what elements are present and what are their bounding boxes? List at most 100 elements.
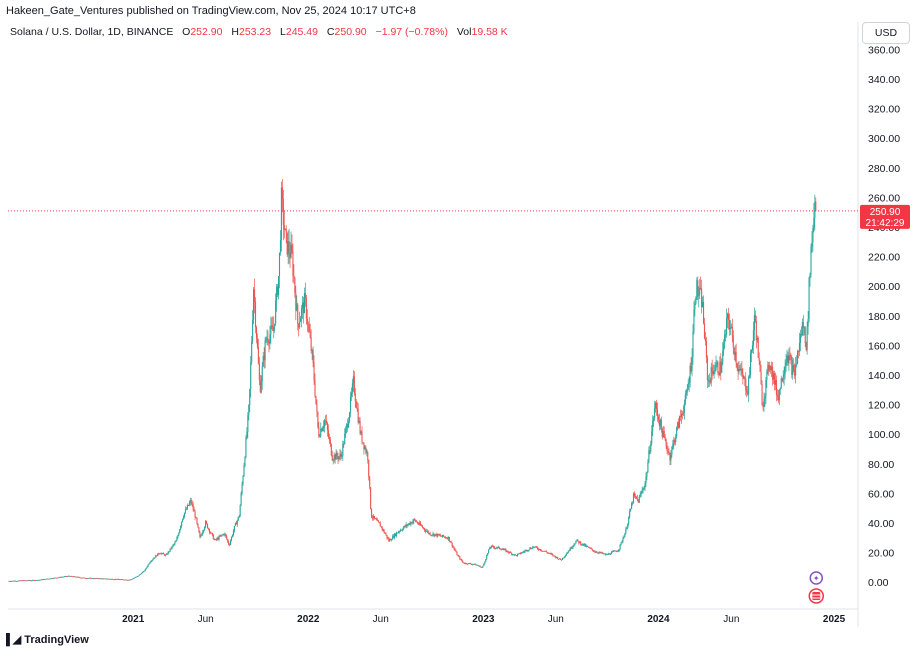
candle xyxy=(503,548,505,551)
candle xyxy=(771,361,773,378)
candle xyxy=(476,564,478,566)
candle xyxy=(141,571,143,574)
tradingview-brand[interactable]: ▌◢ TradingView xyxy=(6,633,89,647)
candle xyxy=(761,380,763,406)
candle xyxy=(804,325,806,348)
candle xyxy=(736,363,738,371)
candle xyxy=(592,549,594,553)
candle xyxy=(206,520,208,525)
currency-button[interactable]: USD xyxy=(862,22,910,44)
candle xyxy=(492,545,494,549)
candle xyxy=(240,491,242,507)
candle xyxy=(388,536,390,542)
candle xyxy=(102,578,104,580)
candle xyxy=(786,349,788,366)
candle xyxy=(63,576,65,578)
candle xyxy=(810,243,812,278)
candle xyxy=(461,558,463,562)
candle xyxy=(315,395,317,405)
candle xyxy=(406,524,408,528)
candle xyxy=(784,359,786,380)
candle xyxy=(407,523,409,527)
candle xyxy=(412,519,414,526)
candle xyxy=(714,361,716,375)
candle xyxy=(504,548,506,551)
candle xyxy=(443,536,446,539)
y-tick-label: 300.00 xyxy=(868,133,900,145)
candle xyxy=(485,558,487,563)
candle xyxy=(479,565,481,568)
candle xyxy=(112,579,115,581)
candle xyxy=(178,532,180,537)
candle xyxy=(284,228,286,231)
candle xyxy=(213,538,215,541)
candle xyxy=(269,325,271,350)
candle xyxy=(774,372,777,391)
candle xyxy=(782,370,784,384)
candle xyxy=(88,578,90,579)
candle xyxy=(254,278,256,314)
x-tick-label: Jun xyxy=(723,614,739,625)
sparkle-event-icon xyxy=(809,571,824,585)
symbol-name[interactable]: Solana / U.S. Dollar, 1D, BINANCE xyxy=(10,26,174,38)
candle xyxy=(343,440,345,448)
candle xyxy=(442,534,444,538)
candle xyxy=(762,402,764,411)
candle xyxy=(297,302,299,331)
candle xyxy=(803,326,805,336)
candle xyxy=(663,426,665,439)
candle xyxy=(311,348,313,360)
candle xyxy=(718,371,720,379)
candle xyxy=(54,577,56,579)
candle xyxy=(218,534,220,542)
candle xyxy=(770,365,772,374)
candle xyxy=(259,375,261,394)
y-tick-label: 280.00 xyxy=(868,163,900,175)
candle xyxy=(564,554,566,558)
candle xyxy=(779,387,781,395)
candle xyxy=(547,552,549,554)
low-label: L xyxy=(280,26,286,38)
candle xyxy=(21,580,23,582)
candle xyxy=(180,525,182,531)
candle xyxy=(348,411,351,424)
candle xyxy=(743,375,745,380)
candle xyxy=(537,546,539,550)
candle xyxy=(176,536,178,542)
candle xyxy=(283,210,285,239)
candle xyxy=(251,336,253,365)
candle xyxy=(557,556,559,560)
candle xyxy=(712,364,714,376)
candle xyxy=(405,522,407,529)
candle xyxy=(215,538,217,542)
candle xyxy=(600,551,602,554)
candle xyxy=(282,189,284,241)
candle xyxy=(238,514,240,519)
candle xyxy=(400,529,402,531)
candle xyxy=(805,341,807,352)
candle xyxy=(18,580,20,582)
candle xyxy=(553,555,555,557)
candle xyxy=(755,315,757,349)
candle xyxy=(642,487,644,494)
candle xyxy=(72,576,74,578)
candle xyxy=(715,355,717,372)
candle xyxy=(326,421,329,437)
candle xyxy=(264,336,266,369)
candle xyxy=(204,526,206,531)
candle xyxy=(414,517,416,521)
candle xyxy=(301,304,303,328)
candle xyxy=(150,560,152,563)
candle xyxy=(137,575,140,577)
candle xyxy=(402,526,404,531)
candle xyxy=(306,309,308,332)
candle xyxy=(92,577,94,579)
candle xyxy=(118,579,120,581)
candle xyxy=(552,553,554,557)
candle xyxy=(796,355,798,368)
candle xyxy=(620,542,622,546)
candle xyxy=(300,315,302,323)
candle xyxy=(781,377,783,382)
x-tick-label: 2023 xyxy=(472,614,495,625)
